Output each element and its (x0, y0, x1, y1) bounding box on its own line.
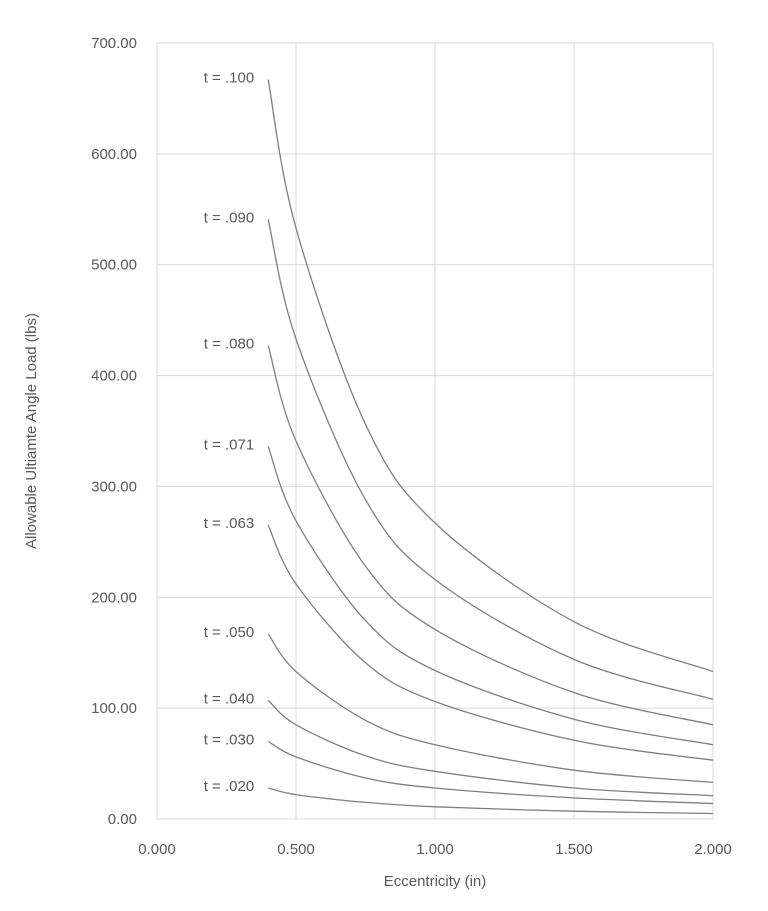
series-line (267, 524, 714, 761)
series-group: t = .100 t = .090 t = .080 t = .071 t = .063… (204, 70, 714, 815)
series-line (267, 740, 714, 805)
x-tick-label: 2.000 (694, 841, 732, 858)
x-axis-title: Eccentricity (in) (384, 873, 487, 890)
y-tick-label: 600.00 (91, 146, 137, 163)
series-line (267, 633, 714, 784)
series-label: t = .020 (204, 778, 254, 795)
series-line (267, 79, 714, 673)
series-label: t = .040 (204, 690, 254, 707)
series-line (268, 787, 714, 815)
y-tick-label: 400.00 (91, 368, 137, 385)
series-label: t = .071 (204, 437, 254, 454)
x-tick-label: 1.000 (416, 841, 454, 858)
series-label: t = .050 (204, 624, 254, 641)
y-tick-label: 700.00 (91, 35, 137, 52)
x-axis-ticks: 0.000 0.500 1.000 1.500 2.000 (138, 841, 732, 858)
x-tick-label: 0.000 (138, 841, 176, 858)
y-tick-label: 100.00 (91, 700, 137, 717)
series-line (267, 446, 714, 746)
y-tick-label: 0.00 (108, 811, 137, 828)
x-tick-label: 1.500 (555, 841, 593, 858)
y-tick-label: 500.00 (91, 257, 137, 274)
series-label: t = .090 (204, 209, 254, 226)
series-line (267, 699, 714, 797)
series-line (267, 219, 714, 700)
gridlines (156, 42, 714, 820)
series-label: t = .080 (204, 336, 254, 353)
series-label: t = .100 (204, 70, 254, 87)
series-label: t = .063 (204, 515, 254, 532)
series-line (267, 345, 714, 726)
x-tick-label: 0.500 (277, 841, 315, 858)
series-label: t = .030 (204, 731, 254, 748)
y-tick-label: 300.00 (91, 478, 137, 495)
y-axis-ticks: 0.00 100.00 200.00 300.00 400.00 500.00 600.00… (91, 35, 137, 828)
y-axis-title: Allowable Ultiamte Angle Load (lbs) (23, 313, 40, 549)
y-tick-label: 200.00 (91, 589, 137, 606)
